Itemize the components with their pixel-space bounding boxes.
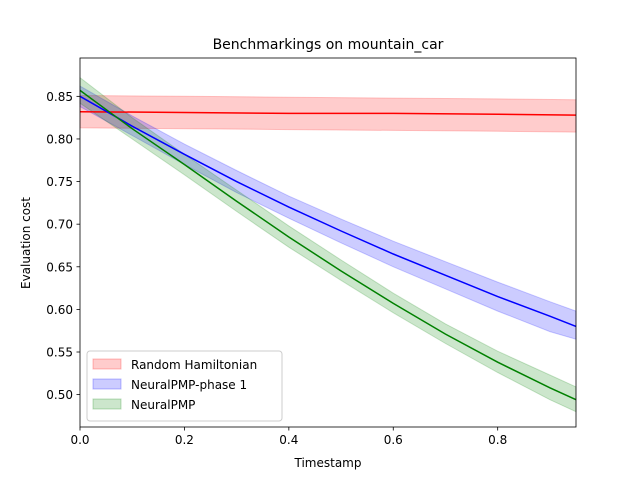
y-tick-label: 0.75	[46, 175, 73, 189]
line-neuralpmp	[79, 89, 577, 401]
x-tick-label: 0.6	[384, 433, 403, 447]
x-axis: 0.0 0.2 0.4 0.6 0.8	[70, 427, 507, 447]
y-tick-label: 0.70	[46, 218, 73, 232]
legend-swatch-random-hamiltonian	[92, 358, 122, 370]
y-tick-label: 0.50	[46, 388, 73, 402]
y-tick-label: 0.80	[46, 132, 73, 146]
x-tick-label: 0.2	[175, 433, 194, 447]
line-random-hamiltonian	[79, 110, 577, 116]
y-tick-label: 0.60	[46, 303, 73, 317]
legend-swatch-neuralpmp-phase-1	[92, 378, 122, 390]
y-tick-label: 0.85	[46, 90, 73, 104]
x-tick-label: 0.4	[279, 433, 298, 447]
line-neuralpmp-phase-1	[79, 95, 577, 328]
plot-area-frame	[79, 57, 577, 428]
legend-box	[86, 350, 283, 422]
y-tick-label: 0.55	[46, 346, 73, 360]
legend-swatch-neuralpmp	[92, 398, 122, 410]
chart-title: Benchmarkings on mountain_car	[213, 37, 444, 53]
x-tick-label: 0.0	[70, 433, 89, 447]
lines-layer	[79, 89, 577, 401]
y-axis: 0.50 0.55 0.60 0.65 0.70 0.75 0.80 0.85	[46, 90, 80, 402]
y-tick-label: 0.65	[46, 260, 73, 274]
legend-label-neuralpmp: NeuralPMP	[131, 398, 195, 412]
x-axis-label: Timestamp	[294, 456, 362, 470]
legend-label-neuralpmp-phase-1: NeuralPMP-phase 1	[131, 378, 247, 392]
legend-label-random-hamiltonian: Random Hamiltonian	[131, 358, 257, 372]
legend: Random Hamiltonian NeuralPMP-phase 1 Neura…	[86, 350, 283, 422]
x-tick-label: 0.8	[488, 433, 507, 447]
y-axis-label: Evaluation cost	[19, 197, 33, 289]
